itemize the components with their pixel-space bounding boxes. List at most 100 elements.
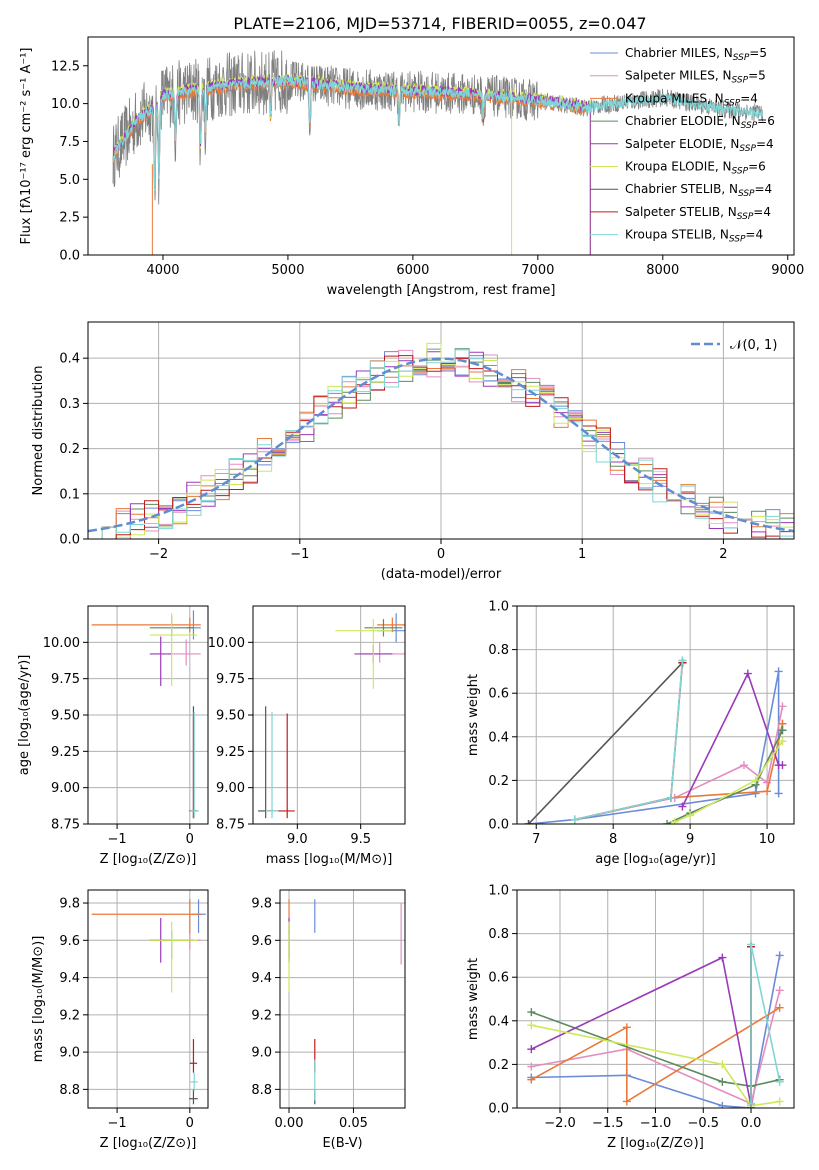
weight_vs_Z-ylabel: mass weight bbox=[466, 958, 481, 1040]
mass_vs_Z-xtick-label: 0 bbox=[186, 1116, 194, 1131]
age_vs_Z-points bbox=[91, 610, 201, 819]
weight_vs_Z-ytick-label: 0.6 bbox=[488, 971, 509, 986]
age_vs_Z-ytick-label: 9.25 bbox=[51, 745, 80, 760]
weight_vs_Z-xtick-label: −1.0 bbox=[640, 1116, 672, 1131]
weight-series-line bbox=[574, 706, 784, 821]
weight_vs_age-xlabel: age [log₁₀(age/yr)] bbox=[595, 852, 716, 867]
residuals-ytick-label: 0.1 bbox=[59, 487, 80, 502]
weight-marker bbox=[774, 667, 783, 676]
residuals-ytick-label: 0.4 bbox=[59, 352, 80, 367]
weight-marker bbox=[666, 793, 675, 802]
age_vs_Z-ytick-label: 9.50 bbox=[51, 709, 80, 724]
weight_vs_age-ytick-label: 0.2 bbox=[488, 774, 509, 789]
mass_vs_ebv-xtick-label: 0.05 bbox=[339, 1116, 368, 1131]
residuals-xtick-label: −1 bbox=[290, 547, 309, 562]
plot-layer: 4000 5000 6000 7000 8000 90000.02.55.07.510.0… bbox=[17, 36, 804, 1151]
mass_vs_Z-xtick-label: −1 bbox=[108, 1116, 127, 1131]
weight_vs_age-lines bbox=[524, 656, 787, 824]
weight-marker bbox=[663, 820, 672, 824]
residuals-xtick-label: 1 bbox=[578, 547, 586, 562]
age_vs_Z-frame bbox=[87, 605, 209, 825]
spectrum-xlabel: wavelength [Angstrom, rest frame] bbox=[327, 283, 556, 298]
weight-marker bbox=[527, 1008, 536, 1017]
mass_vs_ebv-ytick-label: 9.4 bbox=[251, 971, 272, 986]
age_vs_Z-xtick-label: 0 bbox=[186, 832, 194, 847]
legend-label: Salpeter MILES, NSSP=5 bbox=[625, 69, 766, 86]
age_vs_mass-points bbox=[258, 613, 405, 819]
weight_vs_age-ytick-label: 1.0 bbox=[488, 600, 509, 615]
weight_vs_age-frame bbox=[516, 605, 795, 825]
weight-marker bbox=[570, 815, 579, 824]
weight-marker bbox=[778, 761, 787, 770]
age_vs_Z-ytick-label: 9.00 bbox=[51, 781, 80, 796]
weight-marker bbox=[747, 1099, 756, 1108]
weight-marker bbox=[775, 1003, 784, 1012]
weight-marker bbox=[718, 1077, 727, 1086]
weight-marker bbox=[763, 787, 772, 796]
age_vs_mass-xtick-label: 9.0 bbox=[287, 832, 308, 847]
mass_vs_Z-ytick-label: 9.6 bbox=[59, 934, 80, 949]
residuals-xtick-label: 0 bbox=[437, 547, 445, 562]
weight_vs_age-xtick-label: 8 bbox=[609, 832, 617, 847]
mass_vs_Z-ylabel: mass [log₁₀(M/M⊙)] bbox=[31, 936, 46, 1063]
spectrum-model-kroupa-stelib bbox=[112, 74, 764, 191]
weight-marker bbox=[718, 1101, 727, 1108]
weight_vs_Z-lines bbox=[527, 940, 784, 1108]
mass_vs_ebv-frame bbox=[279, 889, 406, 1109]
weight_vs_Z-xtick-label: 0.0 bbox=[741, 1116, 762, 1131]
weight-series-line bbox=[530, 1007, 781, 1103]
spectrum-ytick-label: 5.0 bbox=[59, 173, 80, 188]
age_vs_mass-ytick-label: 9.75 bbox=[216, 672, 245, 687]
spectrum-ytick-label: 0.0 bbox=[59, 249, 80, 264]
age_vs_mass-ytick-label: 10.00 bbox=[208, 636, 245, 651]
weight-marker bbox=[678, 656, 687, 665]
weight-marker bbox=[527, 1021, 536, 1030]
weight-series-line bbox=[750, 944, 781, 1104]
weight_vs_age-xtick-label: 10 bbox=[759, 832, 776, 847]
residuals-ytick-label: 0.3 bbox=[59, 397, 80, 412]
mass_vs_Z-ytick-label: 9.0 bbox=[59, 1046, 80, 1061]
weight_vs_Z-ytick-label: 0.4 bbox=[488, 1014, 509, 1029]
weight_vs_age-xtick-label: 9 bbox=[686, 832, 694, 847]
mass_vs_Z-ytick-label: 9.8 bbox=[59, 897, 80, 912]
weight-series-line bbox=[574, 660, 684, 821]
weight_vs_Z-xtick-label: −1.5 bbox=[592, 1116, 624, 1131]
mass_vs_Z-ytick-label: 9.4 bbox=[59, 971, 80, 986]
weight-marker bbox=[622, 1023, 631, 1032]
age_vs_mass-xlabel: mass [log₁₀(M/M⊙)] bbox=[266, 852, 393, 867]
weight_vs_Z-ytick-label: 1.0 bbox=[488, 884, 509, 899]
mass_vs_ebv-ytick-label: 9.2 bbox=[251, 1008, 272, 1023]
weight-marker bbox=[751, 776, 760, 785]
weight_vs_Z-ytick-label: 0.0 bbox=[488, 1102, 509, 1117]
spectrum-xtick-label: 8000 bbox=[646, 263, 679, 278]
weight-marker bbox=[527, 1045, 536, 1054]
age_vs_Z-axes: −1 0 8.75 9.00 9.25 9.50 9.75 10.00 Z [log₁₀(Z/Z… bbox=[17, 606, 208, 867]
weight_vs_Z-frame bbox=[516, 889, 795, 1109]
age_vs_mass-ytick-label: 9.50 bbox=[216, 709, 245, 724]
weight-series-line bbox=[527, 662, 683, 824]
weight-marker bbox=[775, 986, 784, 995]
weight-marker bbox=[686, 811, 695, 820]
age_vs_Z-ytick-label: 10.00 bbox=[43, 636, 80, 651]
mass_vs_ebv-ytick-label: 8.8 bbox=[251, 1083, 272, 1098]
gauss-legend-label: 𝒩(0, 1) bbox=[730, 338, 777, 353]
weight-marker bbox=[778, 737, 787, 746]
mass_vs_ebv-ytick-label: 9.6 bbox=[251, 934, 272, 949]
age_vs_mass-frame bbox=[252, 605, 406, 825]
weight_vs_age-ytick-label: 0.0 bbox=[488, 818, 509, 833]
weight-series-line bbox=[666, 729, 784, 824]
weight_vs_age-axes: 7 8 9 10 0.0 0.2 0.4 0.6 0.8 1.0 age [log₁₀(age/yr… bbox=[466, 600, 794, 867]
spectrum-ytick-label: 12.5 bbox=[51, 59, 80, 74]
spectrum-lines bbox=[112, 50, 764, 255]
mass_vs_ebv-xtick-label: 0.00 bbox=[275, 1116, 304, 1131]
mass_vs_ebv-ytick-label: 9.8 bbox=[251, 897, 272, 912]
weight-marker bbox=[622, 1097, 631, 1106]
spectrum-xtick-label: 5000 bbox=[271, 263, 304, 278]
residuals-ytick-label: 0.2 bbox=[59, 442, 80, 457]
weight-marker bbox=[718, 953, 727, 962]
mass_vs_ebv-points bbox=[288, 899, 402, 1105]
age_vs_mass-ytick-label: 9.00 bbox=[216, 781, 245, 796]
mass_vs_Z-xlabel: Z [log₁₀(Z/Z⊙)] bbox=[100, 1136, 197, 1151]
age_vs_mass-axes: 9.0 9.5 8.75 9.00 9.25 9.50 9.75 10.00 mass [log… bbox=[208, 606, 405, 867]
